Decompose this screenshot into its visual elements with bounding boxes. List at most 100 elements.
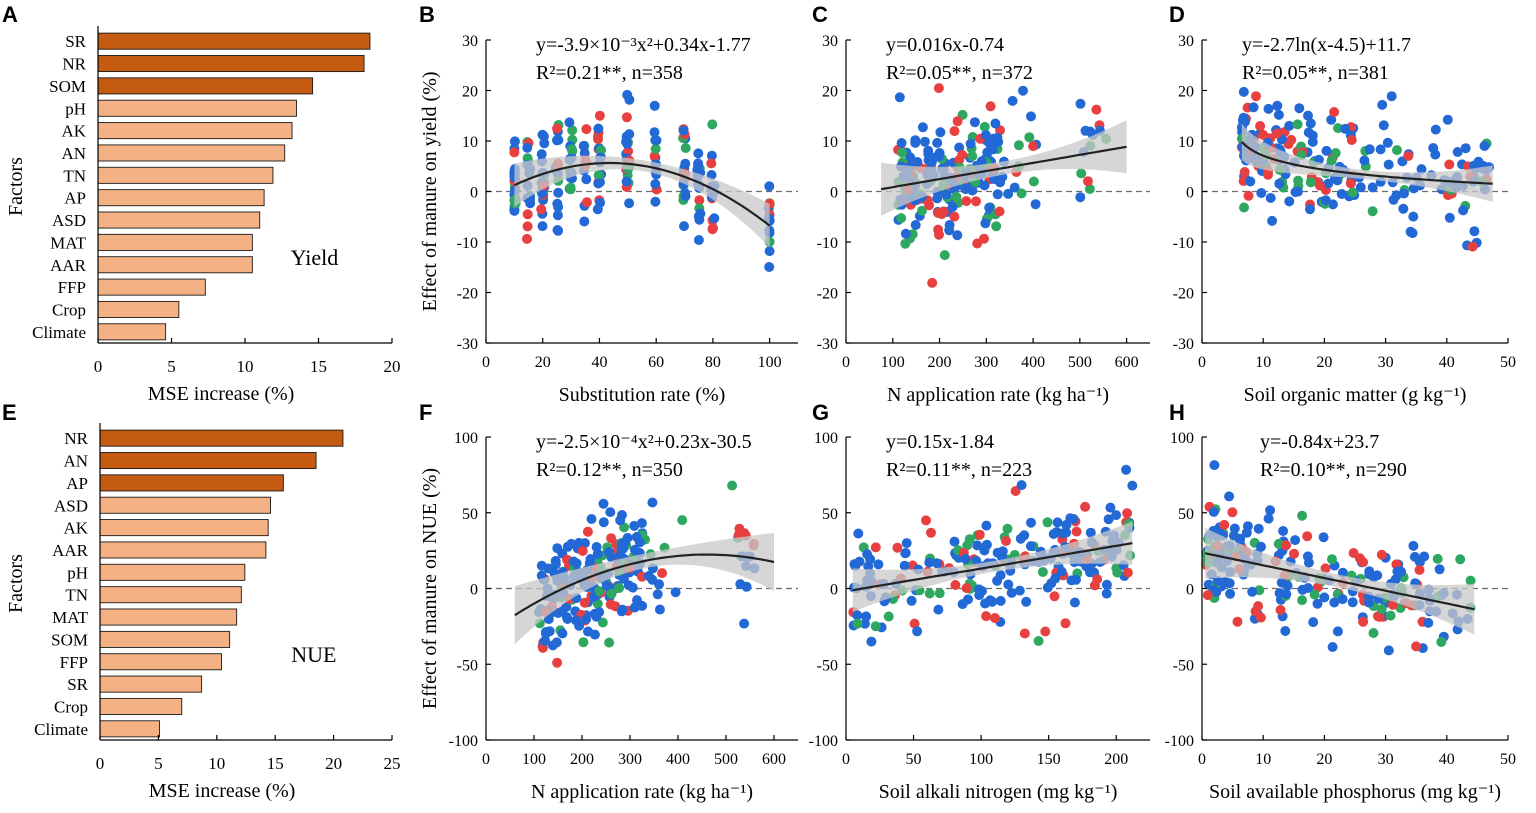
fitted-curve — [1241, 141, 1493, 185]
regression-stats: R²=0.12**, n=350 — [536, 459, 683, 481]
x-axis-title: MSE increase (%) — [148, 383, 295, 405]
data-point — [1272, 128, 1283, 139]
bar-nr — [99, 429, 344, 447]
regression-equation: y=-0.84x+23.7 — [1260, 431, 1379, 453]
data-point — [538, 131, 549, 142]
bar-crop — [97, 300, 180, 318]
y-tick-label: -20 — [457, 286, 478, 303]
data-point — [1364, 144, 1375, 155]
x-tick-label: 15 — [310, 357, 327, 376]
x-tick-label: 30 — [1378, 354, 1394, 371]
data-point — [924, 200, 935, 211]
data-point — [981, 611, 992, 622]
data-point — [980, 130, 991, 140]
data-point — [866, 636, 877, 647]
data-point — [1320, 195, 1331, 206]
data-point — [536, 204, 547, 215]
y-axis-title: Effect of manure on NUE (%) — [419, 468, 441, 709]
y-tick-label: -50 — [1173, 657, 1194, 674]
data-point — [912, 626, 923, 637]
data-point — [976, 156, 987, 167]
data-point — [629, 602, 640, 613]
data-point — [1219, 519, 1230, 530]
data-point — [1297, 510, 1308, 521]
y-tick-label: 0 — [470, 582, 478, 599]
data-point — [992, 132, 1003, 143]
data-point — [1232, 616, 1243, 627]
data-point — [522, 233, 532, 244]
data-point — [1289, 548, 1299, 559]
data-point — [1290, 535, 1301, 546]
data-point — [1212, 575, 1223, 586]
panel-c: C 0 100 200 300 400 500 600 -30 -20 -10 0 10 20 30 N ap… — [812, 2, 1150, 406]
y-tick-label: 0 — [470, 185, 478, 202]
data-point — [1245, 176, 1256, 187]
y-tick-label: 20 — [822, 84, 838, 101]
data-point — [909, 618, 920, 629]
bar-ffp — [99, 653, 222, 671]
data-point — [934, 588, 945, 599]
data-point — [561, 612, 572, 623]
data-point — [910, 220, 921, 230]
data-point — [693, 235, 704, 245]
data-point — [924, 557, 935, 568]
data-point — [1016, 188, 1027, 199]
x-tick-label: 150 — [1037, 751, 1061, 768]
data-point — [988, 144, 998, 155]
data-point — [1228, 530, 1239, 541]
data-point — [862, 549, 873, 560]
data-point — [598, 498, 609, 509]
panel-label: H — [1169, 400, 1185, 425]
data-point — [678, 125, 689, 136]
x-tick-label: 10 — [1255, 751, 1271, 768]
regression-equation: y=0.15x-1.84 — [886, 431, 994, 453]
data-point — [552, 210, 563, 221]
x-tick-label: 100 — [758, 354, 782, 371]
regression-stats: R²=0.21**, n=358 — [536, 62, 683, 84]
regression-equation: y=-3.9×10⁻³x²+0.34x-1.77 — [536, 34, 751, 56]
data-point — [1408, 540, 1419, 551]
category-label: AN — [63, 452, 88, 471]
data-point — [971, 196, 981, 207]
regression-stats: R²=0.05**, n=372 — [886, 62, 1033, 84]
data-point — [1376, 604, 1387, 614]
data-point — [952, 230, 963, 241]
data-point — [985, 595, 996, 606]
bar-asd — [97, 211, 261, 229]
data-point — [896, 138, 907, 148]
data-point — [1390, 574, 1401, 585]
data-point — [593, 123, 604, 134]
regression-stats: R²=0.05**, n=381 — [1242, 62, 1389, 84]
y-tick-label: -50 — [817, 657, 838, 674]
data-point — [949, 536, 960, 547]
data-point — [961, 196, 972, 207]
data-point — [923, 145, 934, 156]
data-point — [606, 533, 617, 544]
y-tick-label: -100 — [1165, 733, 1194, 750]
data-point — [1080, 501, 1091, 512]
data-point — [1250, 606, 1261, 617]
data-point — [1329, 107, 1340, 117]
data-point — [1121, 464, 1132, 475]
category-label: AAR — [52, 541, 89, 560]
data-point — [1037, 567, 1048, 577]
data-point — [1346, 135, 1357, 145]
data-point — [1403, 151, 1414, 161]
data-point — [1127, 480, 1138, 491]
y-tick-label: -100 — [809, 733, 838, 750]
data-point — [650, 179, 661, 189]
fitted-curve — [852, 542, 1133, 592]
bar-ph — [97, 99, 297, 117]
data-point — [910, 135, 921, 146]
data-point — [992, 575, 1003, 586]
data-point — [657, 568, 668, 579]
data-point — [1069, 597, 1080, 608]
data-point — [562, 541, 573, 552]
data-point — [706, 158, 717, 169]
bar-ak — [99, 519, 269, 537]
y-tick-label: -10 — [817, 235, 838, 252]
data-point — [553, 187, 564, 198]
bar-mat — [99, 608, 238, 626]
data-point — [1305, 204, 1315, 215]
data-point — [1278, 526, 1289, 536]
